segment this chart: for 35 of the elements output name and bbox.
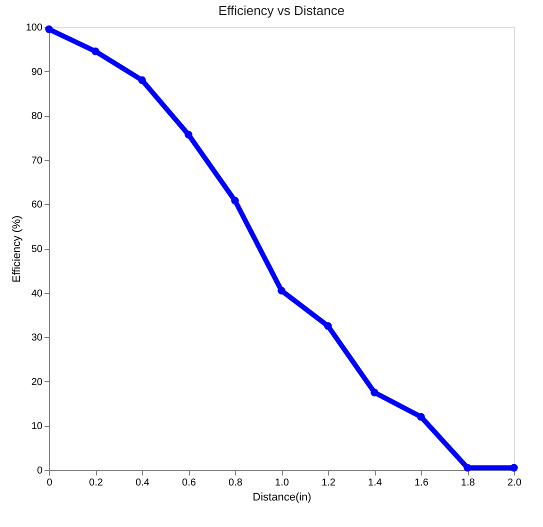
point — [278, 286, 286, 294]
x-tick-label: 1.2 — [322, 478, 336, 488]
x-tick-label: 0.2 — [89, 478, 104, 488]
x-tick-label: 2.0 — [508, 478, 522, 488]
point — [231, 196, 239, 205]
y-tick-label: 80 — [31, 111, 43, 122]
chart-title: Efficiency vs Distance — [218, 3, 345, 18]
point — [324, 322, 332, 330]
y-tick-label: 20 — [31, 376, 43, 388]
y-tick-label: 0 — [36, 466, 43, 476]
x-tick-label: 0.8 — [228, 478, 243, 488]
y-tick-label: 10 — [31, 421, 43, 432]
y-tick-label: 70 — [31, 155, 43, 166]
x-axis-title: Distance(in) — [252, 492, 312, 504]
x-tick-label: 1.8 — [461, 478, 476, 488]
point — [370, 388, 378, 396]
y-tick-label: 60 — [31, 200, 43, 211]
point — [464, 464, 472, 472]
point — [92, 48, 100, 56]
y-tick-label: 90 — [31, 66, 43, 78]
y-tick-label: 100 — [26, 22, 43, 34]
x-tick-label: 0.6 — [182, 478, 196, 488]
x-tick-label: 1.4 — [368, 478, 382, 488]
y-axis-title: Efficiency (%) — [10, 215, 23, 283]
y-tick-label: 30 — [31, 332, 43, 344]
point — [510, 464, 518, 472]
x-tick-label: 1.0 — [275, 478, 290, 488]
point — [138, 76, 146, 84]
x-tick-label: 1.6 — [414, 478, 429, 488]
x-tick-label: 0.4 — [136, 478, 150, 488]
point — [417, 412, 425, 421]
y-tick-label: 40 — [31, 288, 43, 300]
point — [184, 130, 192, 139]
y-tick-label: 50 — [31, 244, 43, 255]
x-tick-label: 0 — [46, 478, 53, 488]
